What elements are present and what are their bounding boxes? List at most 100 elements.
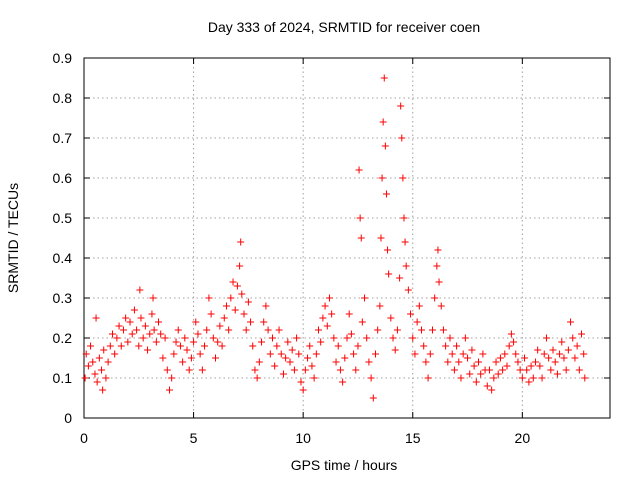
data-point (545, 354, 553, 362)
data-point (347, 330, 355, 338)
data-point (81, 374, 89, 382)
data-point (398, 134, 406, 142)
data-point (400, 214, 408, 222)
data-point (122, 314, 130, 322)
data-point (512, 350, 520, 358)
data-point (325, 294, 333, 302)
data-point (212, 354, 219, 362)
data-point (295, 350, 303, 358)
data-point (218, 342, 226, 350)
y-tick-label: 0.2 (53, 330, 73, 346)
data-point (428, 326, 436, 334)
data-point (207, 310, 215, 318)
data-point (297, 378, 305, 386)
data-point (450, 366, 458, 374)
data-point (317, 338, 325, 346)
data-point (229, 278, 237, 286)
data-point (304, 354, 312, 362)
data-point (198, 366, 206, 374)
data-point (271, 362, 279, 370)
grid-lines (84, 58, 610, 418)
data-point (102, 374, 110, 382)
data-point (238, 290, 246, 298)
data-point (352, 366, 360, 374)
data-point (397, 102, 405, 110)
data-point (136, 286, 144, 294)
data-point (144, 346, 152, 354)
data-point (374, 326, 382, 334)
data-point (527, 362, 535, 370)
data-point (396, 274, 404, 282)
data-point (434, 246, 442, 254)
x-tick-label: 15 (405, 430, 421, 446)
data-point (455, 358, 463, 366)
plot-frame (83, 57, 611, 419)
data-point (402, 262, 410, 270)
data-point (84, 362, 92, 370)
data-point (187, 354, 195, 362)
data-point (448, 350, 456, 358)
data-point (433, 262, 441, 270)
data-point (148, 310, 156, 318)
data-point (378, 174, 386, 182)
data-point (155, 318, 163, 326)
data-point (357, 234, 365, 242)
data-point (453, 342, 461, 350)
data-point (470, 362, 478, 370)
data-point (571, 354, 579, 362)
y-tick-label: 0.3 (53, 290, 73, 306)
data-point (119, 326, 127, 334)
data-point (203, 326, 211, 334)
data-point (310, 374, 318, 382)
data-point (290, 366, 298, 374)
data-point (371, 350, 379, 358)
data-point (209, 334, 217, 342)
data-point (494, 370, 502, 378)
data-point (106, 342, 114, 350)
data-point (442, 342, 450, 350)
data-point (249, 342, 257, 350)
y-tick-label: 0.5 (53, 210, 73, 226)
data-point (435, 278, 443, 286)
data-point (89, 358, 97, 366)
data-point (496, 354, 504, 362)
data-point (220, 314, 228, 322)
data-point (301, 366, 309, 374)
data-point (279, 370, 287, 378)
data-point (444, 358, 452, 366)
data-point (157, 330, 165, 338)
data-point (407, 310, 415, 318)
data-point (472, 378, 480, 386)
data-point (275, 326, 283, 334)
data-point (205, 294, 213, 302)
data-point (194, 330, 202, 338)
data-point (341, 354, 349, 362)
data-point (581, 374, 589, 382)
x-axis-label: GPS time / hours (291, 457, 398, 473)
data-point (404, 286, 412, 294)
data-point (376, 302, 384, 310)
data-point (355, 166, 363, 174)
data-point (343, 334, 351, 342)
data-point (424, 374, 432, 382)
data-point (525, 378, 533, 386)
data-point (567, 318, 575, 326)
data-point (380, 74, 388, 82)
data-point (95, 354, 103, 362)
data-point (233, 282, 241, 290)
data-point (573, 342, 581, 350)
data-point (181, 334, 189, 342)
data-point (286, 358, 294, 366)
data-point (381, 142, 389, 150)
data-point (369, 394, 377, 402)
y-axis-label: SRMTID / TECUs (5, 183, 21, 293)
data-point (468, 346, 476, 354)
data-point (332, 358, 340, 366)
chart-title: Day 333 of 2024, SRMTID for receiver coe… (208, 19, 480, 35)
data-point (540, 350, 548, 358)
data-point (196, 350, 204, 358)
data-point (266, 350, 274, 358)
data-point (236, 262, 244, 270)
data-point (431, 294, 439, 302)
